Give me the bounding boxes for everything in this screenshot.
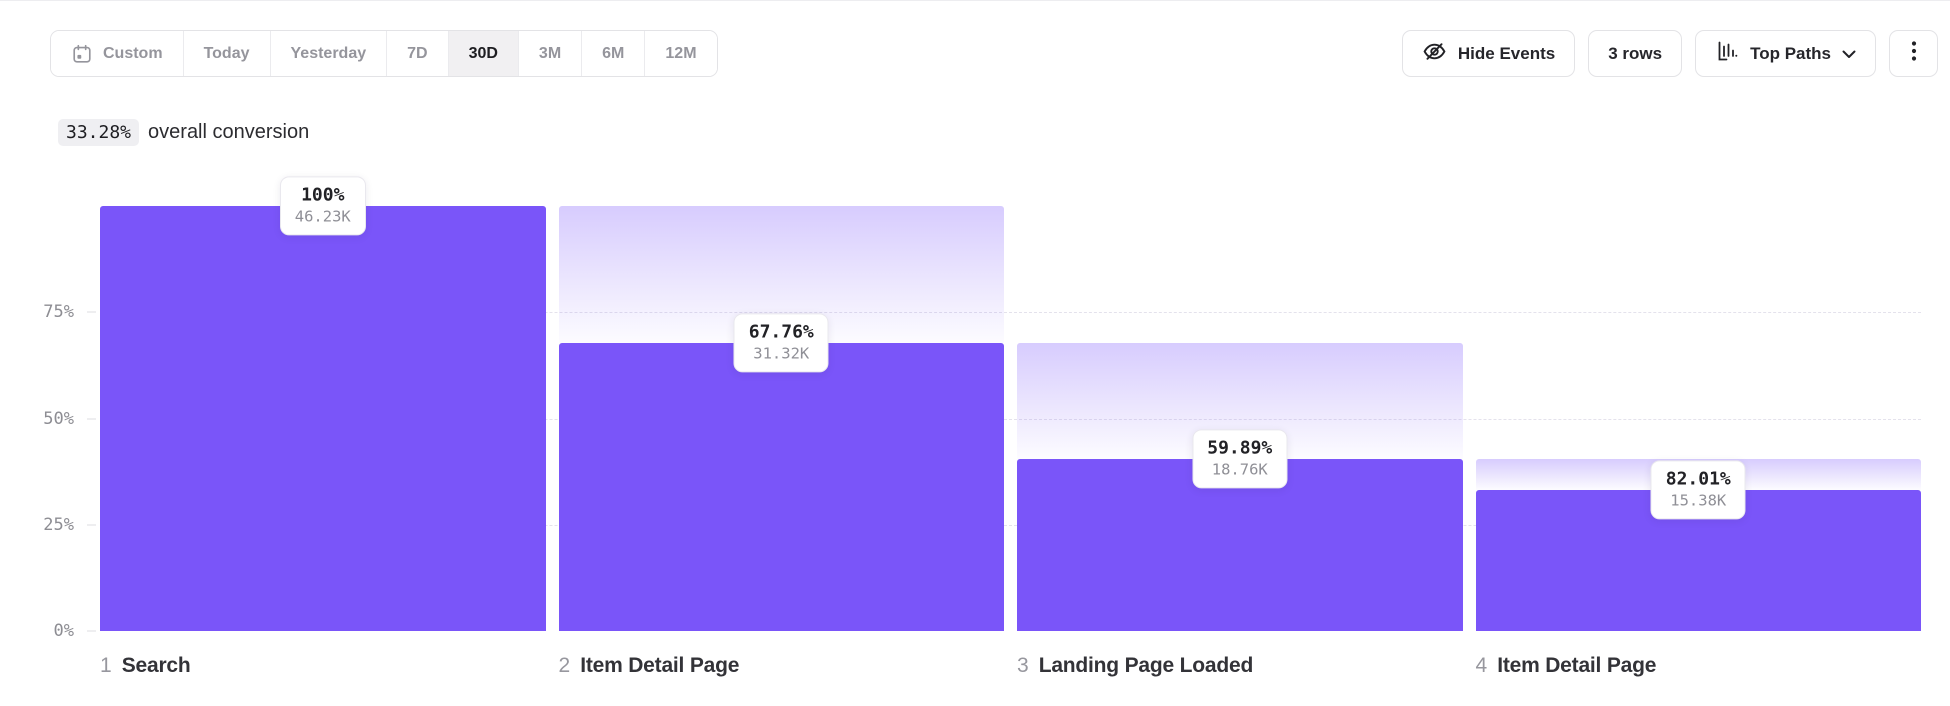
rows-button[interactable]: 3 rows xyxy=(1588,30,1683,77)
step-name: Search xyxy=(121,654,191,677)
bar-chart-icon xyxy=(1715,39,1739,68)
conversion-label-box: 100% 46.23K xyxy=(279,176,366,236)
conversion-count-value: 18.76K xyxy=(1211,460,1268,479)
conversion-label-box: 67.76% 31.32K xyxy=(733,313,829,373)
date-range-label: Custom xyxy=(103,44,163,62)
step-number: 1 xyxy=(100,654,112,677)
y-axis-tick xyxy=(87,311,96,313)
step-name: Landing Page Loaded xyxy=(1038,654,1254,677)
step-label-1[interactable]: 1 Search xyxy=(100,654,546,678)
conversion-rate-value: 59.89% xyxy=(1207,436,1273,458)
funnel-bar-fill xyxy=(558,343,1004,631)
date-range-30d[interactable]: 30D xyxy=(447,31,518,76)
toolbar-right-group: Hide Events 3 rows Top Paths xyxy=(1401,30,1938,77)
funnel-bar-step-4[interactable]: 82.01% 15.38K xyxy=(1475,206,1921,631)
step-labels-row: 1 Search 2 Item Detail Page 3 Landing Page Lo… xyxy=(100,654,1921,678)
gridline-50 xyxy=(100,418,1921,420)
top-paths-label: Top Paths xyxy=(1750,43,1831,63)
conversion-count-value: 46.23K xyxy=(294,207,351,226)
funnel-bar-step-3[interactable]: 59.89% 18.76K xyxy=(1017,206,1463,631)
y-axis-label: 50% xyxy=(43,408,74,429)
conversion-label-box: 82.01% 15.38K xyxy=(1650,459,1746,520)
date-range-yesterday[interactable]: Yesterday xyxy=(269,31,387,76)
date-range-label: 6M xyxy=(602,44,625,62)
hide-events-button[interactable]: Hide Events xyxy=(1401,30,1576,77)
step-label-4[interactable]: 4 Item Detail Page xyxy=(1476,654,1922,678)
conversion-count-value: 31.32K xyxy=(753,344,810,363)
date-range-label: 3M xyxy=(538,44,562,62)
funnel-plot: 100% 46.23K 67.76% 31.32K 59.89% 18.76K 82.01%… xyxy=(87,176,1921,632)
step-name: Item Detail Page xyxy=(1497,654,1657,677)
top-paths-button[interactable]: Top Paths xyxy=(1695,30,1876,77)
step-label-3[interactable]: 3 Landing Page Loaded xyxy=(1017,654,1463,678)
conversion-rate-value: 100% xyxy=(301,184,345,206)
conversion-rate-value: 82.01% xyxy=(1665,467,1731,489)
step-name: Item Detail Page xyxy=(580,654,740,677)
y-axis-tick xyxy=(87,630,96,632)
date-range-12m[interactable]: 12M xyxy=(644,31,717,76)
date-range-3m[interactable]: 3M xyxy=(517,31,582,76)
step-number: 4 xyxy=(1475,654,1488,677)
overall-conversion-text: overall conversion xyxy=(148,121,310,143)
date-range-6m[interactable]: 6M xyxy=(581,31,645,76)
date-range-label: 7D xyxy=(407,44,428,62)
date-range-7d[interactable]: 7D xyxy=(386,31,448,76)
funnel-bar-fill xyxy=(100,206,546,631)
conversion-label-box: 59.89% 18.76K xyxy=(1192,428,1288,489)
y-axis-label: 25% xyxy=(43,514,74,535)
rows-label: 3 rows xyxy=(1608,43,1663,63)
more-options-button[interactable] xyxy=(1889,30,1938,77)
step-label-2[interactable]: 2 Item Detail Page xyxy=(559,654,1005,678)
date-range-today[interactable]: Today xyxy=(182,31,270,76)
date-range-control: Custom Today Yesterday 7D 30D 3M 6M 12M xyxy=(50,30,718,77)
conversion-count-value: 15.38K xyxy=(1670,491,1727,510)
date-range-label: Yesterday xyxy=(290,44,367,62)
chevron-down-icon xyxy=(1842,44,1856,64)
funnel-chart: 0% 25% 50% 75% 100% 46.23K 67.76% 31.32K 59.89%… xyxy=(43,176,1921,641)
gridline-25 xyxy=(100,524,1921,526)
toolbar: Custom Today Yesterday 7D 30D 3M 6M 12M Hide Ev… xyxy=(50,30,1938,77)
step-number: 2 xyxy=(558,654,571,677)
hide-events-label: Hide Events xyxy=(1457,43,1556,63)
gridline-75 xyxy=(100,312,1921,314)
y-axis-label: 0% xyxy=(53,621,74,641)
overall-conversion-summary: 33.28% overall conversion xyxy=(58,119,309,146)
date-range-label: 30D xyxy=(468,44,498,62)
eye-off-icon xyxy=(1422,39,1447,69)
step-number: 3 xyxy=(1017,654,1029,677)
date-range-label: 12M xyxy=(665,44,697,62)
y-axis-tick xyxy=(87,418,96,419)
conversion-rate-value: 67.76% xyxy=(748,321,814,343)
overall-conversion-value: 33.28% xyxy=(58,119,140,146)
y-axis-label: 75% xyxy=(43,302,74,323)
date-range-custom[interactable]: Custom xyxy=(51,31,183,76)
date-range-label: Today xyxy=(203,44,250,62)
kebab-menu-icon xyxy=(1911,39,1917,68)
top-divider xyxy=(0,0,1950,1)
funnel-bar-step-2[interactable]: 67.76% 31.32K xyxy=(558,206,1004,631)
y-axis-tick xyxy=(87,524,96,526)
calendar-icon xyxy=(71,43,93,65)
funnel-bar-step-1[interactable]: 100% 46.23K xyxy=(100,176,546,631)
